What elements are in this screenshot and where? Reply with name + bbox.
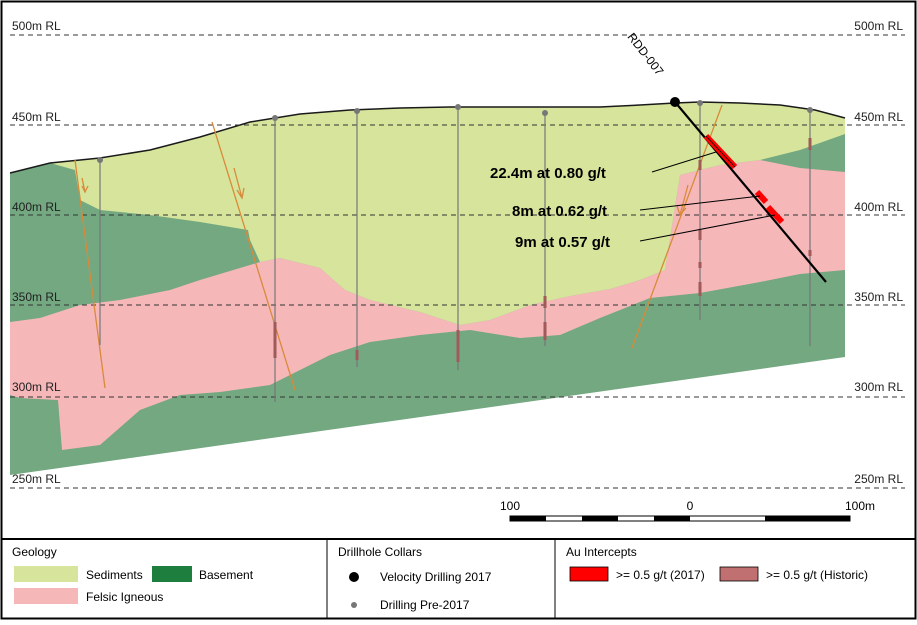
legend-pre2017-label: Drilling Pre-2017: [380, 598, 470, 612]
intercept-label-1: 22.4m at 0.80 g/t: [490, 165, 606, 182]
intercept-label-3: 9m at 0.57 g/t: [515, 234, 610, 251]
collar-pre-2017: [697, 100, 703, 106]
rl-label-right-450: 450m RL: [854, 110, 903, 124]
intercept-2017-2: [754, 189, 769, 205]
faults: [74, 104, 723, 391]
intercept-label-2: 8m at 0.62 g/t: [512, 203, 607, 220]
legend-basement-label: Basement: [199, 568, 254, 582]
legend-sediments-label: Sediments: [86, 568, 143, 582]
fault-line: [211, 121, 296, 391]
fault-arrow: [81, 177, 89, 194]
rl-label-left-300: 300m RL: [12, 380, 61, 394]
rl-label-right-350: 350m RL: [854, 290, 903, 304]
historic-intercepts: [273, 138, 812, 362]
collar-pre-2017: [354, 108, 360, 114]
legend: Geology Sediments Basement Felsic Igneou…: [12, 539, 868, 618]
collar-pre-2017: [807, 107, 813, 113]
legend-swatch-historic: [719, 566, 759, 582]
legend-velocity-symbol: [349, 572, 359, 582]
rdd-007-collar: [670, 97, 680, 107]
rl-label-left-450: 450m RL: [12, 110, 61, 124]
pre-2017-collars: [97, 100, 813, 163]
legend-2017-label: >= 0.5 g/t (2017): [616, 568, 705, 582]
legend-velocity-label: Velocity Drilling 2017: [380, 570, 492, 584]
legend-swatch-felsic: [14, 588, 78, 604]
rdd-007-intercepts-outline: [705, 135, 736, 168]
fault-line: [631, 104, 723, 349]
leader-line: [651, 151, 717, 173]
rl-label-left-500: 500m RL: [12, 19, 61, 33]
legend-swatch-basement: [152, 566, 192, 582]
intercept-2017-3: [765, 204, 785, 225]
legend-au-heading: Au Intercepts: [566, 545, 637, 559]
rdd-007-trace: [674, 101, 827, 283]
felsic-igneous-unit: [10, 160, 845, 450]
rl-label-right-400: 400m RL: [854, 200, 903, 214]
fault-arrow: [233, 167, 245, 200]
collar-pre-2017: [272, 115, 278, 121]
rl-label-left-350: 350m RL: [12, 290, 61, 304]
rl-label-right-500: 500m RL: [854, 19, 903, 33]
legend-geology-heading: Geology: [12, 545, 57, 559]
legend-felsic-label: Felsic Igneous: [86, 590, 163, 604]
rl-label-right-300: 300m RL: [854, 380, 903, 394]
fault-line: [74, 159, 106, 389]
fault-arrow: [676, 184, 689, 217]
rl-label-right-250: 250m RL: [854, 472, 903, 486]
legend-swatch-2017: [569, 566, 609, 582]
collar-pre-2017: [542, 110, 548, 116]
sediments-unit: [10, 102, 845, 325]
scale-label-right: 100m: [845, 499, 875, 513]
collar-pre-2017: [97, 157, 103, 163]
legend-collars-heading: Drillhole Collars: [338, 545, 422, 559]
rl-label-left-400: 400m RL: [12, 200, 61, 214]
ground-surface: [9, 101, 846, 174]
leader-line: [639, 195, 761, 211]
scale-bar: 100 0 100m: [500, 499, 875, 522]
collar-pre-2017: [455, 104, 461, 110]
legend-pre2017-symbol: [351, 602, 357, 608]
scale-label-left: 100: [500, 499, 520, 513]
rl-label-left-250: 250m RL: [12, 472, 61, 486]
leader-line: [639, 214, 776, 242]
scale-label-zero: 0: [687, 499, 694, 513]
legend-swatch-sediments: [14, 566, 78, 582]
legend-historic-label: >= 0.5 g/t (Historic): [766, 568, 868, 582]
intercept-leaders: [639, 151, 776, 242]
